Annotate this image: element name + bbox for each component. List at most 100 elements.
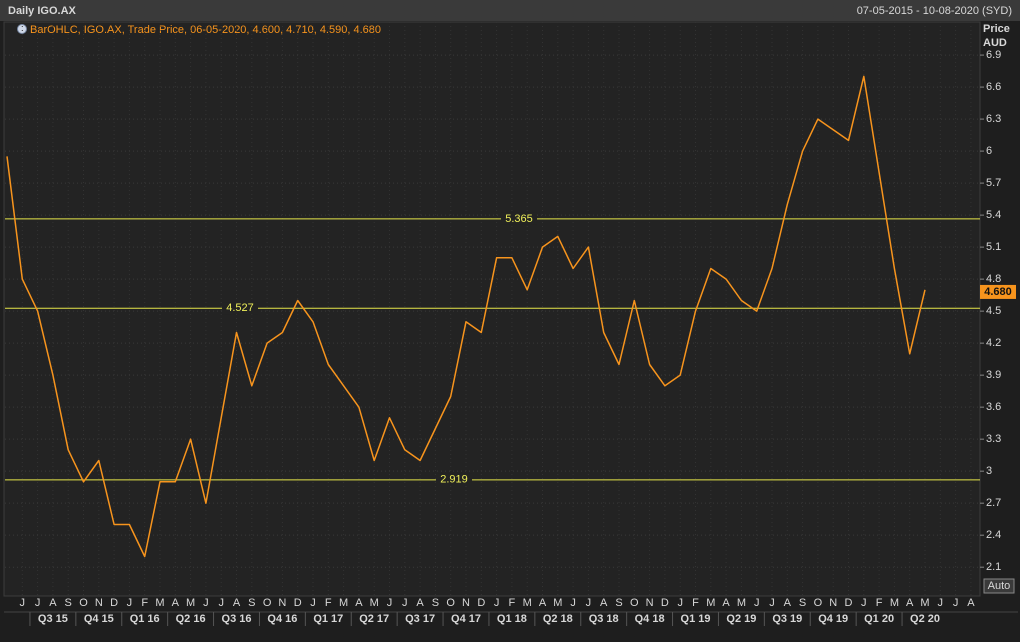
quarter-label: Q1 16 — [130, 613, 160, 625]
x-tick-label: M — [523, 597, 532, 609]
x-tick-label: M — [339, 597, 348, 609]
x-tick-label: M — [920, 597, 929, 609]
y-tick-label: 5.1 — [986, 241, 1001, 253]
x-tick-label: J — [570, 597, 576, 609]
x-tick-label: A — [784, 597, 792, 609]
x-tick-label: A — [722, 597, 730, 609]
x-tick-label: J — [586, 597, 592, 609]
x-tick-label: J — [402, 597, 408, 609]
x-tick-label: A — [600, 597, 608, 609]
x-tick-label: F — [876, 597, 883, 609]
x-tick-label: O — [814, 597, 823, 609]
x-tick-label: J — [769, 597, 775, 609]
quarter-label: Q2 18 — [543, 613, 573, 625]
x-tick-label: F — [692, 597, 699, 609]
level-label: 5.365 — [505, 213, 533, 225]
x-tick-label: D — [477, 597, 485, 609]
x-tick-label: A — [967, 597, 975, 609]
legend-icon — [17, 24, 27, 34]
y-tick-label: 6 — [986, 145, 992, 157]
x-tick-label: N — [829, 597, 837, 609]
x-tick-label: M — [890, 597, 899, 609]
x-tick-label: N — [462, 597, 470, 609]
y-tick-label: 6.9 — [986, 49, 1001, 61]
x-tick-label: O — [79, 597, 88, 609]
x-tick-label: A — [233, 597, 241, 609]
level-label: 2.919 — [440, 474, 468, 486]
x-tick-label: A — [539, 597, 547, 609]
auto-button[interactable] — [983, 578, 1015, 594]
x-tick-label: J — [203, 597, 209, 609]
level-label: 4.527 — [226, 302, 254, 314]
y-tick-label: 3 — [986, 465, 992, 477]
y-tick-label: 4.2 — [986, 337, 1001, 349]
x-tick-label: F — [325, 597, 332, 609]
chart-title: Daily IGO.AX — [8, 5, 77, 17]
quarter-label: Q1 18 — [497, 613, 527, 625]
quarter-label: Q3 17 — [405, 613, 435, 625]
y-axis-unit: AUD — [983, 37, 1007, 49]
legend-text: BarOHLC, IGO.AX, Trade Price, 06-05-2020… — [30, 24, 381, 36]
date-range: 07-05-2015 - 10-08-2020 (SYD) — [857, 5, 1012, 17]
x-tick-label: M — [706, 597, 715, 609]
quarter-label: Q4 18 — [635, 613, 665, 625]
y-tick-label: 2.7 — [986, 497, 1001, 509]
quarter-label: Q3 18 — [589, 613, 619, 625]
y-tick-label: 6.6 — [986, 81, 1001, 93]
x-tick-label: A — [172, 597, 180, 609]
y-tick-label: 2.1 — [986, 561, 1001, 573]
y-tick-label: 6.3 — [986, 113, 1001, 125]
quarter-label: Q3 15 — [38, 613, 68, 625]
quarter-label: Q2 16 — [176, 613, 206, 625]
x-tick-label: D — [661, 597, 669, 609]
x-tick-label: M — [155, 597, 164, 609]
y-tick-label: 2.4 — [986, 529, 1001, 541]
auto-button-label[interactable]: Auto — [988, 580, 1011, 592]
x-tick-label: A — [355, 597, 363, 609]
x-tick-label: S — [432, 597, 439, 609]
x-tick-label: N — [278, 597, 286, 609]
x-tick-label: J — [35, 597, 41, 609]
y-axis-label: Price — [983, 23, 1010, 35]
x-tick-label: M — [553, 597, 562, 609]
x-tick-label: M — [186, 597, 195, 609]
level-label-bg — [222, 302, 258, 315]
x-tick-label: J — [20, 597, 26, 609]
x-tick-label: O — [263, 597, 272, 609]
x-tick-label: J — [953, 597, 959, 609]
y-tick-label: 3.9 — [986, 369, 1001, 381]
quarter-label: Q1 19 — [681, 613, 711, 625]
x-tick-label: J — [861, 597, 867, 609]
x-tick-label: D — [294, 597, 302, 609]
quarter-label: Q4 19 — [818, 613, 848, 625]
quarter-label: Q4 15 — [84, 613, 114, 625]
last-price-box — [980, 284, 1016, 299]
y-tick-label: 3.3 — [986, 433, 1001, 445]
x-tick-label: A — [416, 597, 424, 609]
x-tick-label: A — [906, 597, 914, 609]
quarter-label: Q4 17 — [451, 613, 481, 625]
level-label-bg — [501, 212, 537, 225]
x-tick-label: F — [141, 597, 148, 609]
x-tick-label: J — [677, 597, 683, 609]
y-tick-label: 3.6 — [986, 401, 1001, 413]
x-tick-label: S — [65, 597, 72, 609]
y-tick-label: 5.7 — [986, 177, 1001, 189]
x-tick-label: S — [799, 597, 806, 609]
x-tick-label: J — [387, 597, 393, 609]
x-tick-label: J — [494, 597, 500, 609]
quarter-label: Q2 20 — [910, 613, 940, 625]
x-tick-label: M — [370, 597, 379, 609]
x-tick-label: M — [737, 597, 746, 609]
quarter-label: Q3 19 — [772, 613, 802, 625]
x-tick-label: J — [127, 597, 133, 609]
x-tick-label: J — [218, 597, 224, 609]
x-tick-label: J — [938, 597, 944, 609]
x-tick-label: N — [646, 597, 654, 609]
quarter-label: Q4 16 — [267, 613, 297, 625]
quarter-label: Q1 20 — [864, 613, 894, 625]
x-tick-label: N — [95, 597, 103, 609]
x-tick-label: S — [248, 597, 255, 609]
plot-area — [3, 21, 981, 597]
